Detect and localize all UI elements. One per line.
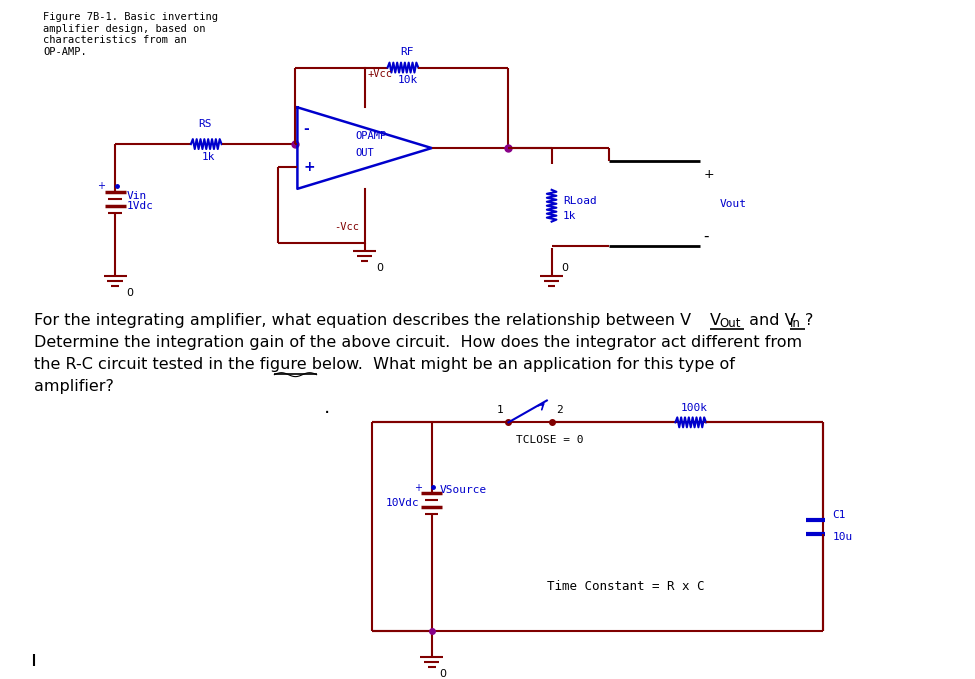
Text: +: + bbox=[303, 160, 315, 174]
Text: RF: RF bbox=[400, 47, 413, 56]
Text: 100k: 100k bbox=[682, 403, 708, 414]
Text: Vin: Vin bbox=[127, 191, 147, 201]
Text: -: - bbox=[703, 229, 709, 244]
Text: 0: 0 bbox=[376, 263, 383, 274]
Text: the R-C circuit tested in the figure below.  What might be an application for th: the R-C circuit tested in the figure bel… bbox=[33, 356, 734, 372]
Text: +: + bbox=[97, 181, 104, 191]
Text: V: V bbox=[710, 313, 721, 328]
Text: +Vcc: +Vcc bbox=[368, 69, 392, 79]
Text: Vout: Vout bbox=[720, 199, 747, 208]
Text: 1Vdc: 1Vdc bbox=[127, 201, 154, 210]
Text: 0: 0 bbox=[562, 263, 568, 274]
Text: and V: and V bbox=[745, 313, 797, 328]
Text: Out: Out bbox=[720, 317, 741, 330]
Text: Determine the integration gain of the above circuit.  How does the integrator ac: Determine the integration gain of the ab… bbox=[33, 335, 801, 350]
Text: +: + bbox=[703, 168, 714, 181]
Text: VSource: VSource bbox=[440, 485, 487, 495]
Text: 2: 2 bbox=[557, 405, 564, 416]
Text: 1: 1 bbox=[497, 405, 504, 416]
Text: 10k: 10k bbox=[398, 75, 418, 86]
Text: OUT: OUT bbox=[355, 148, 373, 158]
Text: 1k: 1k bbox=[564, 210, 576, 221]
Text: +: + bbox=[414, 483, 422, 493]
Text: -: - bbox=[303, 122, 309, 136]
Text: 0: 0 bbox=[440, 669, 447, 679]
Text: RLoad: RLoad bbox=[564, 196, 597, 206]
Text: 10u: 10u bbox=[833, 532, 853, 542]
Text: Time Constant = R x C: Time Constant = R x C bbox=[547, 580, 704, 593]
Text: .: . bbox=[325, 398, 331, 417]
Text: TCLOSE = 0: TCLOSE = 0 bbox=[516, 435, 584, 445]
Text: 10Vdc: 10Vdc bbox=[386, 498, 419, 508]
Text: amplifier?: amplifier? bbox=[33, 379, 113, 394]
Text: C1: C1 bbox=[833, 510, 846, 519]
Text: 1k: 1k bbox=[202, 152, 214, 162]
Text: 0: 0 bbox=[127, 288, 134, 298]
Text: In: In bbox=[790, 317, 800, 330]
Text: OPAMP: OPAMP bbox=[355, 131, 386, 141]
Text: -Vcc: -Vcc bbox=[333, 221, 359, 232]
Text: ?: ? bbox=[805, 313, 813, 328]
Text: RS: RS bbox=[199, 120, 213, 129]
Text: For the integrating amplifier, what equation describes the relationship between : For the integrating amplifier, what equa… bbox=[33, 313, 690, 328]
Text: Figure 7B-1. Basic inverting
amplifier design, based on
characteristics from an
: Figure 7B-1. Basic inverting amplifier d… bbox=[43, 12, 218, 57]
